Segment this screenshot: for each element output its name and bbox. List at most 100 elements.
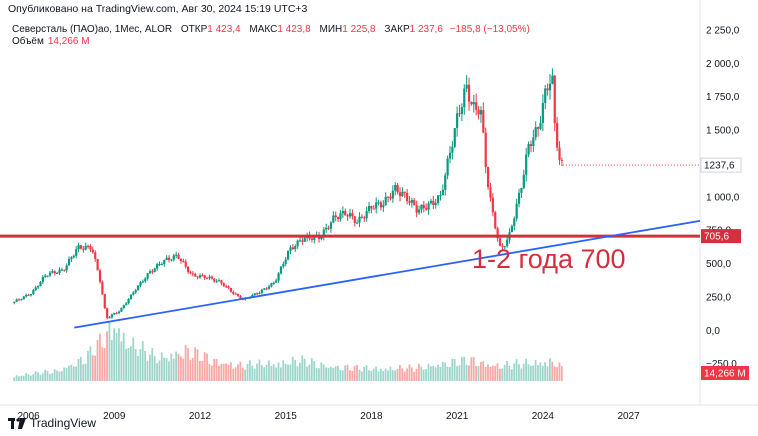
last-price-badge <box>700 157 742 173</box>
volume-bar <box>422 369 425 381</box>
candle-body <box>391 190 394 199</box>
candle-body <box>539 122 542 129</box>
volume-bar <box>251 365 254 381</box>
volume-bar <box>439 367 442 381</box>
candle-body <box>396 185 399 193</box>
candle-body <box>525 154 528 175</box>
candle-body <box>406 192 409 202</box>
candle-body <box>429 200 433 204</box>
volume-bar <box>344 365 347 381</box>
candle-body <box>106 308 109 319</box>
candle-body <box>184 261 187 267</box>
symbol-name[interactable]: Северсталь (ПАО)ао, 1Мес, ALOR <box>12 24 173 35</box>
candle-body <box>198 275 202 278</box>
candle-body <box>29 294 33 296</box>
volume-bar <box>358 369 361 381</box>
candle-body <box>503 246 506 248</box>
candle-body <box>41 277 44 282</box>
candle-body <box>425 208 428 210</box>
volume-bar <box>434 367 437 381</box>
candle-body <box>325 227 328 230</box>
volume-bar <box>34 371 37 381</box>
volume-bar <box>477 366 480 381</box>
volume-bar <box>539 362 542 381</box>
volume-bar <box>487 364 489 381</box>
candle-body <box>386 196 390 198</box>
candle-body <box>122 305 125 308</box>
volume-bar <box>479 361 482 381</box>
candle-body <box>182 260 185 262</box>
candle-body <box>401 191 404 197</box>
volume-bar <box>208 364 211 381</box>
candle-body <box>432 200 435 205</box>
tradingview-footer[interactable]: TradingView <box>8 416 96 430</box>
candle-body <box>39 281 42 287</box>
volume-bar <box>165 358 168 381</box>
candle-body <box>484 132 487 167</box>
volume-bar <box>301 355 304 381</box>
volume-bar <box>225 363 227 381</box>
volume-bar <box>177 353 180 381</box>
x-tick-label: 2009 <box>103 411 126 422</box>
y-tick-label: 1 750,0 <box>706 92 740 103</box>
candle-body <box>289 247 292 251</box>
candle-body <box>522 174 525 189</box>
volume-bar <box>322 364 325 381</box>
candle-body <box>553 75 556 124</box>
volume-bar <box>220 363 223 381</box>
volume-bar <box>299 362 301 381</box>
candle-body <box>436 195 440 204</box>
volume-bar <box>441 361 444 381</box>
volume-bar <box>41 373 44 381</box>
volume-bar <box>118 328 120 381</box>
volume-bar <box>284 363 287 381</box>
candle-body <box>113 312 116 315</box>
candle-body <box>498 238 502 246</box>
candle-body <box>46 275 49 277</box>
candle-body <box>267 286 271 289</box>
candle-body <box>151 271 154 273</box>
volume-label: Объём <box>12 36 44 47</box>
volume-bar <box>532 365 535 381</box>
candle-body <box>129 294 133 299</box>
volume-bar <box>413 371 416 381</box>
volume-bar <box>70 364 73 381</box>
candle-body <box>217 280 221 282</box>
candle-body <box>513 218 516 227</box>
volume-bar <box>39 374 42 381</box>
candle-body <box>177 254 180 259</box>
candle-body <box>91 249 94 253</box>
candle-body <box>303 237 306 242</box>
candle-body <box>256 293 259 295</box>
volume-bar <box>556 367 558 381</box>
volume-bar <box>91 355 94 381</box>
volume-bar <box>534 359 537 381</box>
y-tick-label: 1 500,0 <box>706 126 740 137</box>
candle-body <box>225 286 228 288</box>
candle-body <box>153 268 156 272</box>
volume-value: 14,266 M <box>47 36 90 47</box>
candle-body <box>279 266 283 274</box>
candle-body <box>258 292 261 294</box>
volume-bar <box>146 360 149 381</box>
volume-bar <box>446 366 449 381</box>
candle-body <box>389 196 392 199</box>
volume-bar <box>75 366 77 381</box>
candle-body <box>115 312 118 314</box>
volume-bar <box>144 350 147 381</box>
x-tick-label: 2027 <box>617 411 640 422</box>
footer-brand: TradingView <box>30 416 97 430</box>
candle-body <box>506 239 509 247</box>
candle-body <box>27 294 30 296</box>
volume-bar <box>515 359 518 381</box>
volume-bar <box>546 366 549 381</box>
volume-bar <box>279 367 282 381</box>
candle-body <box>313 235 316 241</box>
candle-body <box>203 275 206 279</box>
candle-body <box>15 299 18 302</box>
candle-body <box>494 212 497 229</box>
volume-bar <box>56 370 58 381</box>
volume-bar <box>332 367 335 381</box>
volume-bar <box>151 348 154 381</box>
